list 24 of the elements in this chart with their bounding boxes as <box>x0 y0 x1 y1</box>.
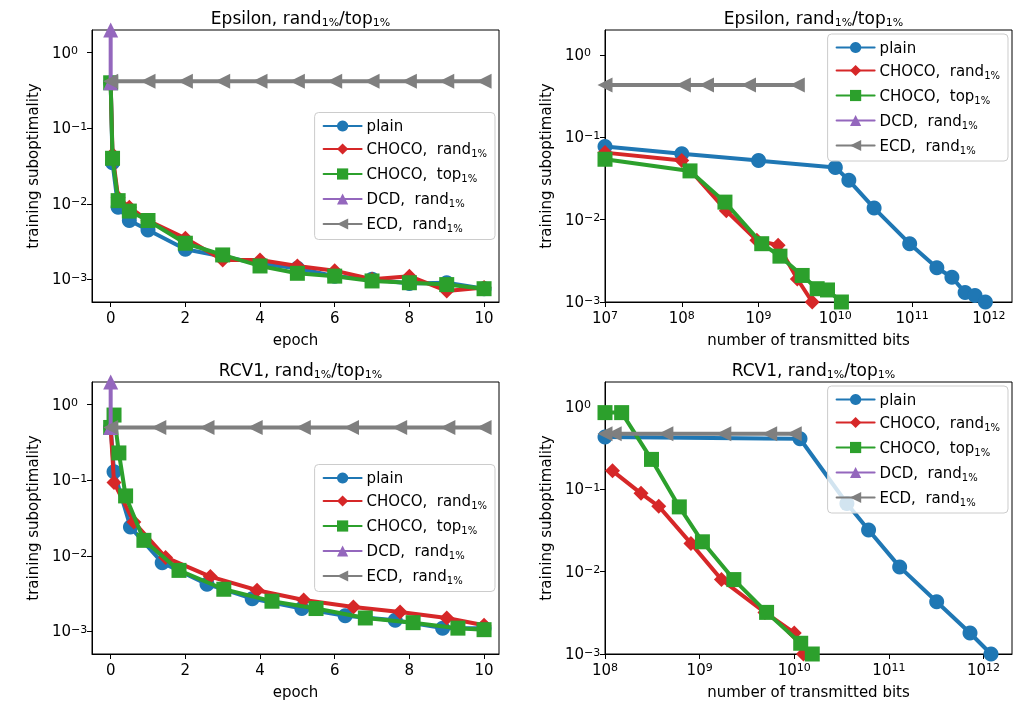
x-axis-title: number of transmitted bits <box>707 682 910 701</box>
x-tick-label: 4 <box>255 308 265 327</box>
x-axis-title: number of transmitted bits <box>707 330 910 349</box>
x-tick-label: 10 <box>474 660 494 679</box>
legend-label: plain <box>366 469 404 487</box>
x-tick-label: 10 <box>474 308 494 327</box>
x-tick-label: 0 <box>105 660 116 679</box>
legend-label: plain <box>879 390 917 409</box>
x-tick-label: 2 <box>180 660 191 679</box>
x-axis-title: epoch <box>272 330 319 349</box>
y-axis-title: training suboptimality <box>536 83 555 249</box>
x-tick-label: 4 <box>255 660 265 679</box>
x-tick-label: 6 <box>329 660 340 679</box>
x-tick-label: 0 <box>105 308 116 327</box>
x-tick-label: 2 <box>180 308 191 327</box>
x-tick-label: 6 <box>329 308 340 327</box>
x-axis-title: epoch <box>272 682 319 701</box>
x-tick-label: 8 <box>404 308 415 327</box>
y-axis-title: training suboptimality <box>23 435 42 601</box>
x-tick-label: 8 <box>404 660 415 679</box>
y-axis-title: training suboptimality <box>536 435 555 601</box>
legend-label: plain <box>879 38 917 57</box>
y-axis-title: training suboptimality <box>23 83 42 249</box>
legend-label: plain <box>366 117 404 135</box>
